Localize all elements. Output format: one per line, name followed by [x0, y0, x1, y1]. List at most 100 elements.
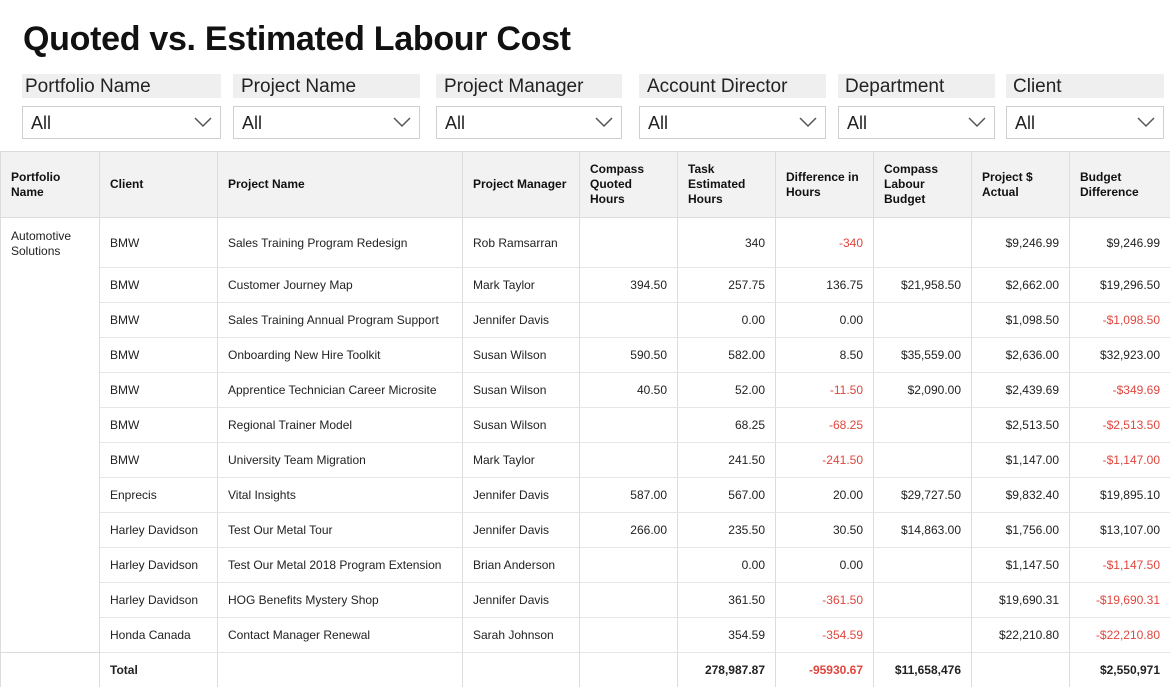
cell-client: BMW: [99, 337, 218, 373]
cell-budget: [873, 547, 972, 583]
total-empty-cell: [0, 652, 100, 687]
dropdown-value: All: [648, 113, 669, 133]
chevron-down-icon: [595, 117, 613, 128]
table-row[interactable]: BMW Sales Training Annual Program Support…: [1, 302, 1170, 338]
cell-diff: -354.59: [775, 617, 874, 653]
total-budget: $11,658,476: [873, 652, 972, 687]
cell-actual: $1,098.50: [971, 302, 1070, 338]
table-row[interactable]: Enprecis Vital Insights Jennifer Davis 587.…: [1, 477, 1170, 513]
column-header[interactable]: Client: [99, 151, 218, 218]
table-row[interactable]: BMW Apprentice Technician Career Microsit…: [1, 372, 1170, 408]
cell-actual: $2,636.00: [971, 337, 1070, 373]
cell-manager: Susan Wilson: [462, 407, 580, 443]
cell-quoted: [579, 547, 678, 583]
table-row[interactable]: BMW University Team Migration Mark Taylor 2…: [1, 442, 1170, 478]
cell-estimated: 52.00: [677, 372, 776, 408]
cell-project: Test Our Metal Tour: [217, 512, 463, 548]
cell-budget-diff: $13,107.00: [1069, 512, 1170, 548]
cell-client: BMW: [99, 217, 218, 268]
table-row[interactable]: BMW Customer Journey Map Mark Taylor 394.50…: [1, 267, 1170, 303]
cell-actual: $9,246.99: [971, 217, 1070, 268]
cell-manager: Jennifer Davis: [462, 477, 580, 513]
cell-manager: Susan Wilson: [462, 372, 580, 408]
table-row[interactable]: Harley Davidson Test Our Metal 2018 Progr…: [1, 547, 1170, 583]
cell-budget-diff: $19,296.50: [1069, 267, 1170, 303]
cell-budget-diff: -$2,513.50: [1069, 407, 1170, 443]
table-row[interactable]: BMW Regional Trainer Model Susan Wilson 68.…: [1, 407, 1170, 443]
table-row[interactable]: BMW Onboarding New Hire Toolkit Susan Wils…: [1, 337, 1170, 373]
cell-manager: Susan Wilson: [462, 337, 580, 373]
cell-estimated: 0.00: [677, 302, 776, 338]
cell-budget: $35,559.00: [873, 337, 972, 373]
column-header[interactable]: Project $ Actual: [971, 151, 1070, 218]
cell-diff: -361.50: [775, 582, 874, 618]
cell-project: Onboarding New Hire Toolkit: [217, 337, 463, 373]
table-row[interactable]: Honda Canada Contact Manager Renewal Sarah…: [1, 617, 1170, 653]
total-row: Total 278,987.87 -95930.67 $11,658,476 $2,55…: [0, 652, 1170, 687]
column-header[interactable]: Project Name: [217, 151, 463, 218]
project-name-dropdown[interactable]: All: [233, 106, 420, 139]
cell-budget: [873, 302, 972, 338]
total-budget-diff: $2,550,971: [1069, 652, 1170, 687]
cell-actual: $1,756.00: [971, 512, 1070, 548]
total-empty-cell: [579, 652, 678, 687]
client-dropdown[interactable]: All: [1006, 106, 1164, 139]
dropdown-value: All: [31, 113, 52, 133]
filter-label: Department: [838, 74, 995, 98]
cell-manager: Brian Anderson: [462, 547, 580, 583]
cell-project: Regional Trainer Model: [217, 407, 463, 443]
page-title: Quoted vs. Estimated Labour Cost: [23, 20, 571, 58]
department-dropdown[interactable]: All: [838, 106, 995, 139]
cell-project: Vital Insights: [217, 477, 463, 513]
cell-budget: [873, 407, 972, 443]
cell-estimated: 241.50: [677, 442, 776, 478]
table-body: Automotive Solutions BMW Sales Training Pr…: [0, 217, 1170, 687]
cell-client: BMW: [99, 407, 218, 443]
cell-diff: -241.50: [775, 442, 874, 478]
cell-budget-diff: $9,246.99: [1069, 217, 1170, 268]
cell-estimated: 582.00: [677, 337, 776, 373]
cell-budget: [873, 582, 972, 618]
cell-budget-diff: -$1,147.50: [1069, 547, 1170, 583]
cell-budget-diff: -$19,690.31: [1069, 582, 1170, 618]
dropdown-value: All: [445, 113, 466, 133]
column-header[interactable]: Budget Difference: [1069, 151, 1170, 218]
column-header[interactable]: Compass Labour Budget: [873, 151, 972, 218]
portfolio-cell: Automotive Solutions: [0, 217, 100, 653]
filter-label: Project Name: [233, 74, 420, 98]
table-row[interactable]: Automotive Solutions BMW Sales Training Pr…: [0, 217, 1170, 653]
column-header[interactable]: Project Manager: [462, 151, 580, 218]
cell-manager: Mark Taylor: [462, 442, 580, 478]
cell-project: University Team Migration: [217, 442, 463, 478]
project-manager-dropdown[interactable]: All: [436, 106, 622, 139]
column-header[interactable]: Compass Quoted Hours: [579, 151, 678, 218]
table-row[interactable]: Harley Davidson HOG Benefits Mystery Shop…: [1, 582, 1170, 618]
filter-label: Account Director: [639, 74, 826, 98]
cell-diff: 8.50: [775, 337, 874, 373]
cell-manager: Rob Ramsarran: [462, 217, 580, 268]
chevron-down-icon: [968, 117, 986, 128]
cell-client: BMW: [99, 372, 218, 408]
cell-actual: $9,832.40: [971, 477, 1070, 513]
cell-diff: 0.00: [775, 547, 874, 583]
column-header[interactable]: Task Estimated Hours: [677, 151, 776, 218]
portfolio-name-dropdown[interactable]: All: [22, 106, 221, 139]
dropdown-value: All: [1015, 113, 1036, 133]
cell-estimated: 567.00: [677, 477, 776, 513]
cell-budget-diff: -$1,098.50: [1069, 302, 1170, 338]
cell-project: Sales Training Annual Program Support: [217, 302, 463, 338]
cell-actual: $2,513.50: [971, 407, 1070, 443]
column-header[interactable]: Difference in Hours: [775, 151, 874, 218]
cell-budget: $29,727.50: [873, 477, 972, 513]
cell-budget-diff: $19,895.10: [1069, 477, 1170, 513]
column-header[interactable]: Portfolio Name: [0, 151, 100, 218]
cell-actual: $1,147.50: [971, 547, 1070, 583]
cell-diff: 30.50: [775, 512, 874, 548]
cell-quoted: 266.00: [579, 512, 678, 548]
chevron-down-icon: [393, 117, 411, 128]
cell-quoted: [579, 582, 678, 618]
cell-diff: 0.00: [775, 302, 874, 338]
account-director-dropdown[interactable]: All: [639, 106, 826, 139]
cell-project: HOG Benefits Mystery Shop: [217, 582, 463, 618]
table-row[interactable]: Harley Davidson Test Our Metal Tour Jennif…: [1, 512, 1170, 548]
